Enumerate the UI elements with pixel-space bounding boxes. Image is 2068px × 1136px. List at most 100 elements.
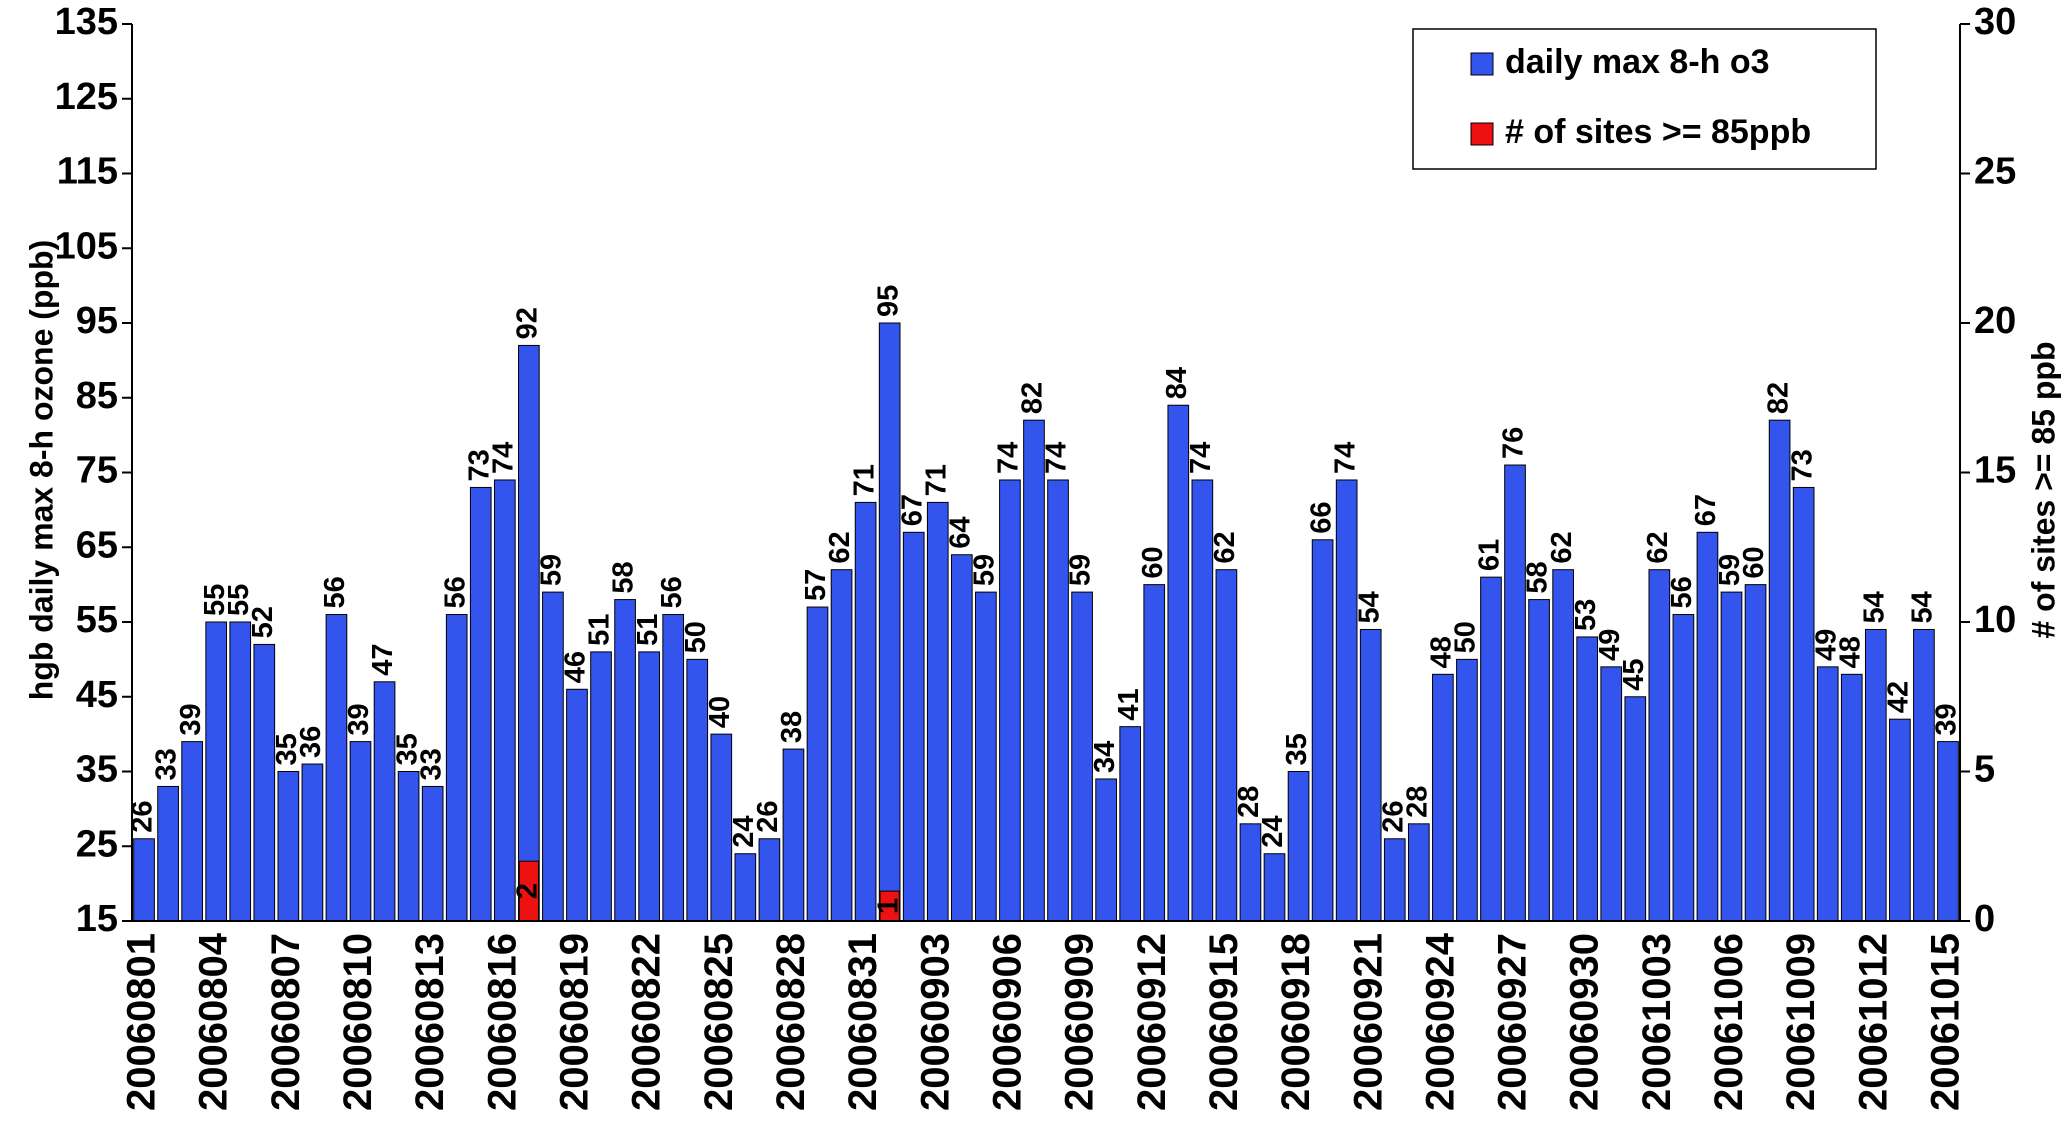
legend-label: daily max 8-h o3 (1505, 43, 1770, 81)
bar-value-label: 74 (1329, 442, 1361, 474)
bar (157, 785, 179, 922)
bar (1432, 673, 1454, 922)
y-tick-label: 105 (55, 225, 118, 267)
x-tick-label: 20060918 (1274, 933, 1318, 1111)
bar (181, 741, 203, 922)
bar-value-label: 38 (776, 711, 808, 743)
x-tick-label: 20060810 (336, 933, 380, 1111)
bar (1263, 853, 1286, 922)
bar-value-label: 53 (1570, 599, 1602, 631)
bar-value-label: 34 (1089, 741, 1121, 773)
x-tick-label: 20060822 (625, 933, 669, 1111)
bar (734, 853, 757, 922)
bar-value-label: 54 (1858, 591, 1890, 623)
x-tick-label: 20060921 (1346, 933, 1390, 1111)
bar-value-label: 50 (680, 621, 712, 653)
bar-value-label: 76 (1498, 427, 1530, 459)
bar (566, 688, 588, 922)
bar (1407, 823, 1430, 922)
y2-tick-label: 0 (1974, 898, 1995, 940)
bar-value-label: 56 (319, 576, 351, 608)
bar-value-label: 92 (512, 307, 544, 339)
bar-value-label: 54 (1907, 591, 1939, 623)
bar-value-label: 35 (271, 733, 303, 765)
bar-value-label: 33 (151, 748, 183, 780)
x-tick-label: 20061009 (1779, 933, 1823, 1111)
bar (1528, 599, 1550, 922)
bar (253, 643, 276, 922)
y2-tick-label: 15 (1974, 450, 2016, 492)
bar-value-label: 42 (1883, 681, 1915, 713)
x-tick-label: 20060825 (697, 933, 741, 1111)
bar (1624, 696, 1647, 922)
bar (758, 838, 781, 922)
legend-swatch (1470, 122, 1494, 146)
bar (301, 763, 324, 922)
bar-value-label: 71 (920, 464, 952, 496)
bar-value-label: 49 (1810, 629, 1842, 661)
bar-value-label: 74 (487, 442, 519, 474)
bar-value-label: 56 (656, 576, 688, 608)
bar-value-label: 73 (1786, 449, 1818, 481)
bar (1311, 539, 1334, 922)
bar (1913, 628, 1935, 922)
y-tick-label: 45 (76, 674, 118, 716)
bar-value-label: 61 (1474, 539, 1506, 571)
bar (1143, 584, 1166, 922)
x-tick-label: 20060924 (1418, 932, 1462, 1111)
bar-value-label: 39 (343, 703, 375, 735)
x-tick-label: 20060804 (192, 932, 236, 1111)
bar-value-label: 52 (247, 606, 279, 638)
bar (1383, 838, 1406, 922)
bar-value-label: 74 (1041, 442, 1073, 474)
bar (638, 651, 660, 922)
bar-value-label: 35 (391, 733, 423, 765)
y2-tick-label: 10 (1974, 599, 2016, 641)
bar (1840, 673, 1863, 922)
bar (926, 501, 949, 922)
bar (854, 501, 877, 922)
bar (1744, 584, 1767, 922)
bar (1335, 479, 1358, 922)
bar-value-label: 56 (439, 576, 471, 608)
bar (1215, 569, 1238, 922)
bar (1287, 771, 1310, 922)
bar-value-label: 47 (367, 644, 399, 676)
bar (1456, 658, 1478, 922)
y-tick-label: 85 (76, 375, 118, 417)
bar-value-label: 35 (1281, 733, 1313, 765)
y-tick-label: 75 (76, 450, 118, 492)
bar-value-label: 67 (896, 494, 928, 526)
x-tick-label: 20060912 (1130, 933, 1174, 1111)
bar-value-label: 84 (1161, 367, 1193, 399)
bar (1816, 666, 1839, 922)
bar-value-label: 62 (824, 531, 856, 563)
y-tick-label: 135 (55, 1, 118, 43)
bar-value-label: 59 (969, 554, 1001, 586)
bar-value-label: 59 (536, 554, 568, 586)
bar (614, 599, 636, 922)
y-tick-label: 125 (55, 76, 118, 118)
bar-value-label: 48 (1426, 636, 1458, 668)
bar (1047, 479, 1069, 922)
bar-value-label: 73 (463, 449, 495, 481)
bar-value-label: 48 (1834, 636, 1866, 668)
bar-value-label: 26 (752, 801, 784, 833)
bar-value-label: 46 (560, 651, 592, 683)
bar (1696, 531, 1719, 922)
bar (1119, 726, 1142, 922)
x-tick-label: 20060819 (553, 933, 597, 1111)
bar (950, 554, 973, 922)
bar (1576, 636, 1599, 922)
bar-value-label: 57 (800, 569, 832, 601)
bar-value-label: 64 (944, 516, 976, 548)
bar-value-label: 95 (872, 285, 904, 317)
bar-value-label: 55 (223, 584, 255, 616)
bar (1672, 614, 1695, 922)
y-tick-label: 65 (76, 524, 118, 566)
bar (1600, 666, 1623, 922)
x-tick-label: 20060813 (408, 933, 452, 1111)
bar-value-label: 62 (1209, 531, 1241, 563)
legend-label: # of sites >= 85ppb (1505, 113, 1811, 151)
count-value-label: 2 (512, 883, 544, 899)
